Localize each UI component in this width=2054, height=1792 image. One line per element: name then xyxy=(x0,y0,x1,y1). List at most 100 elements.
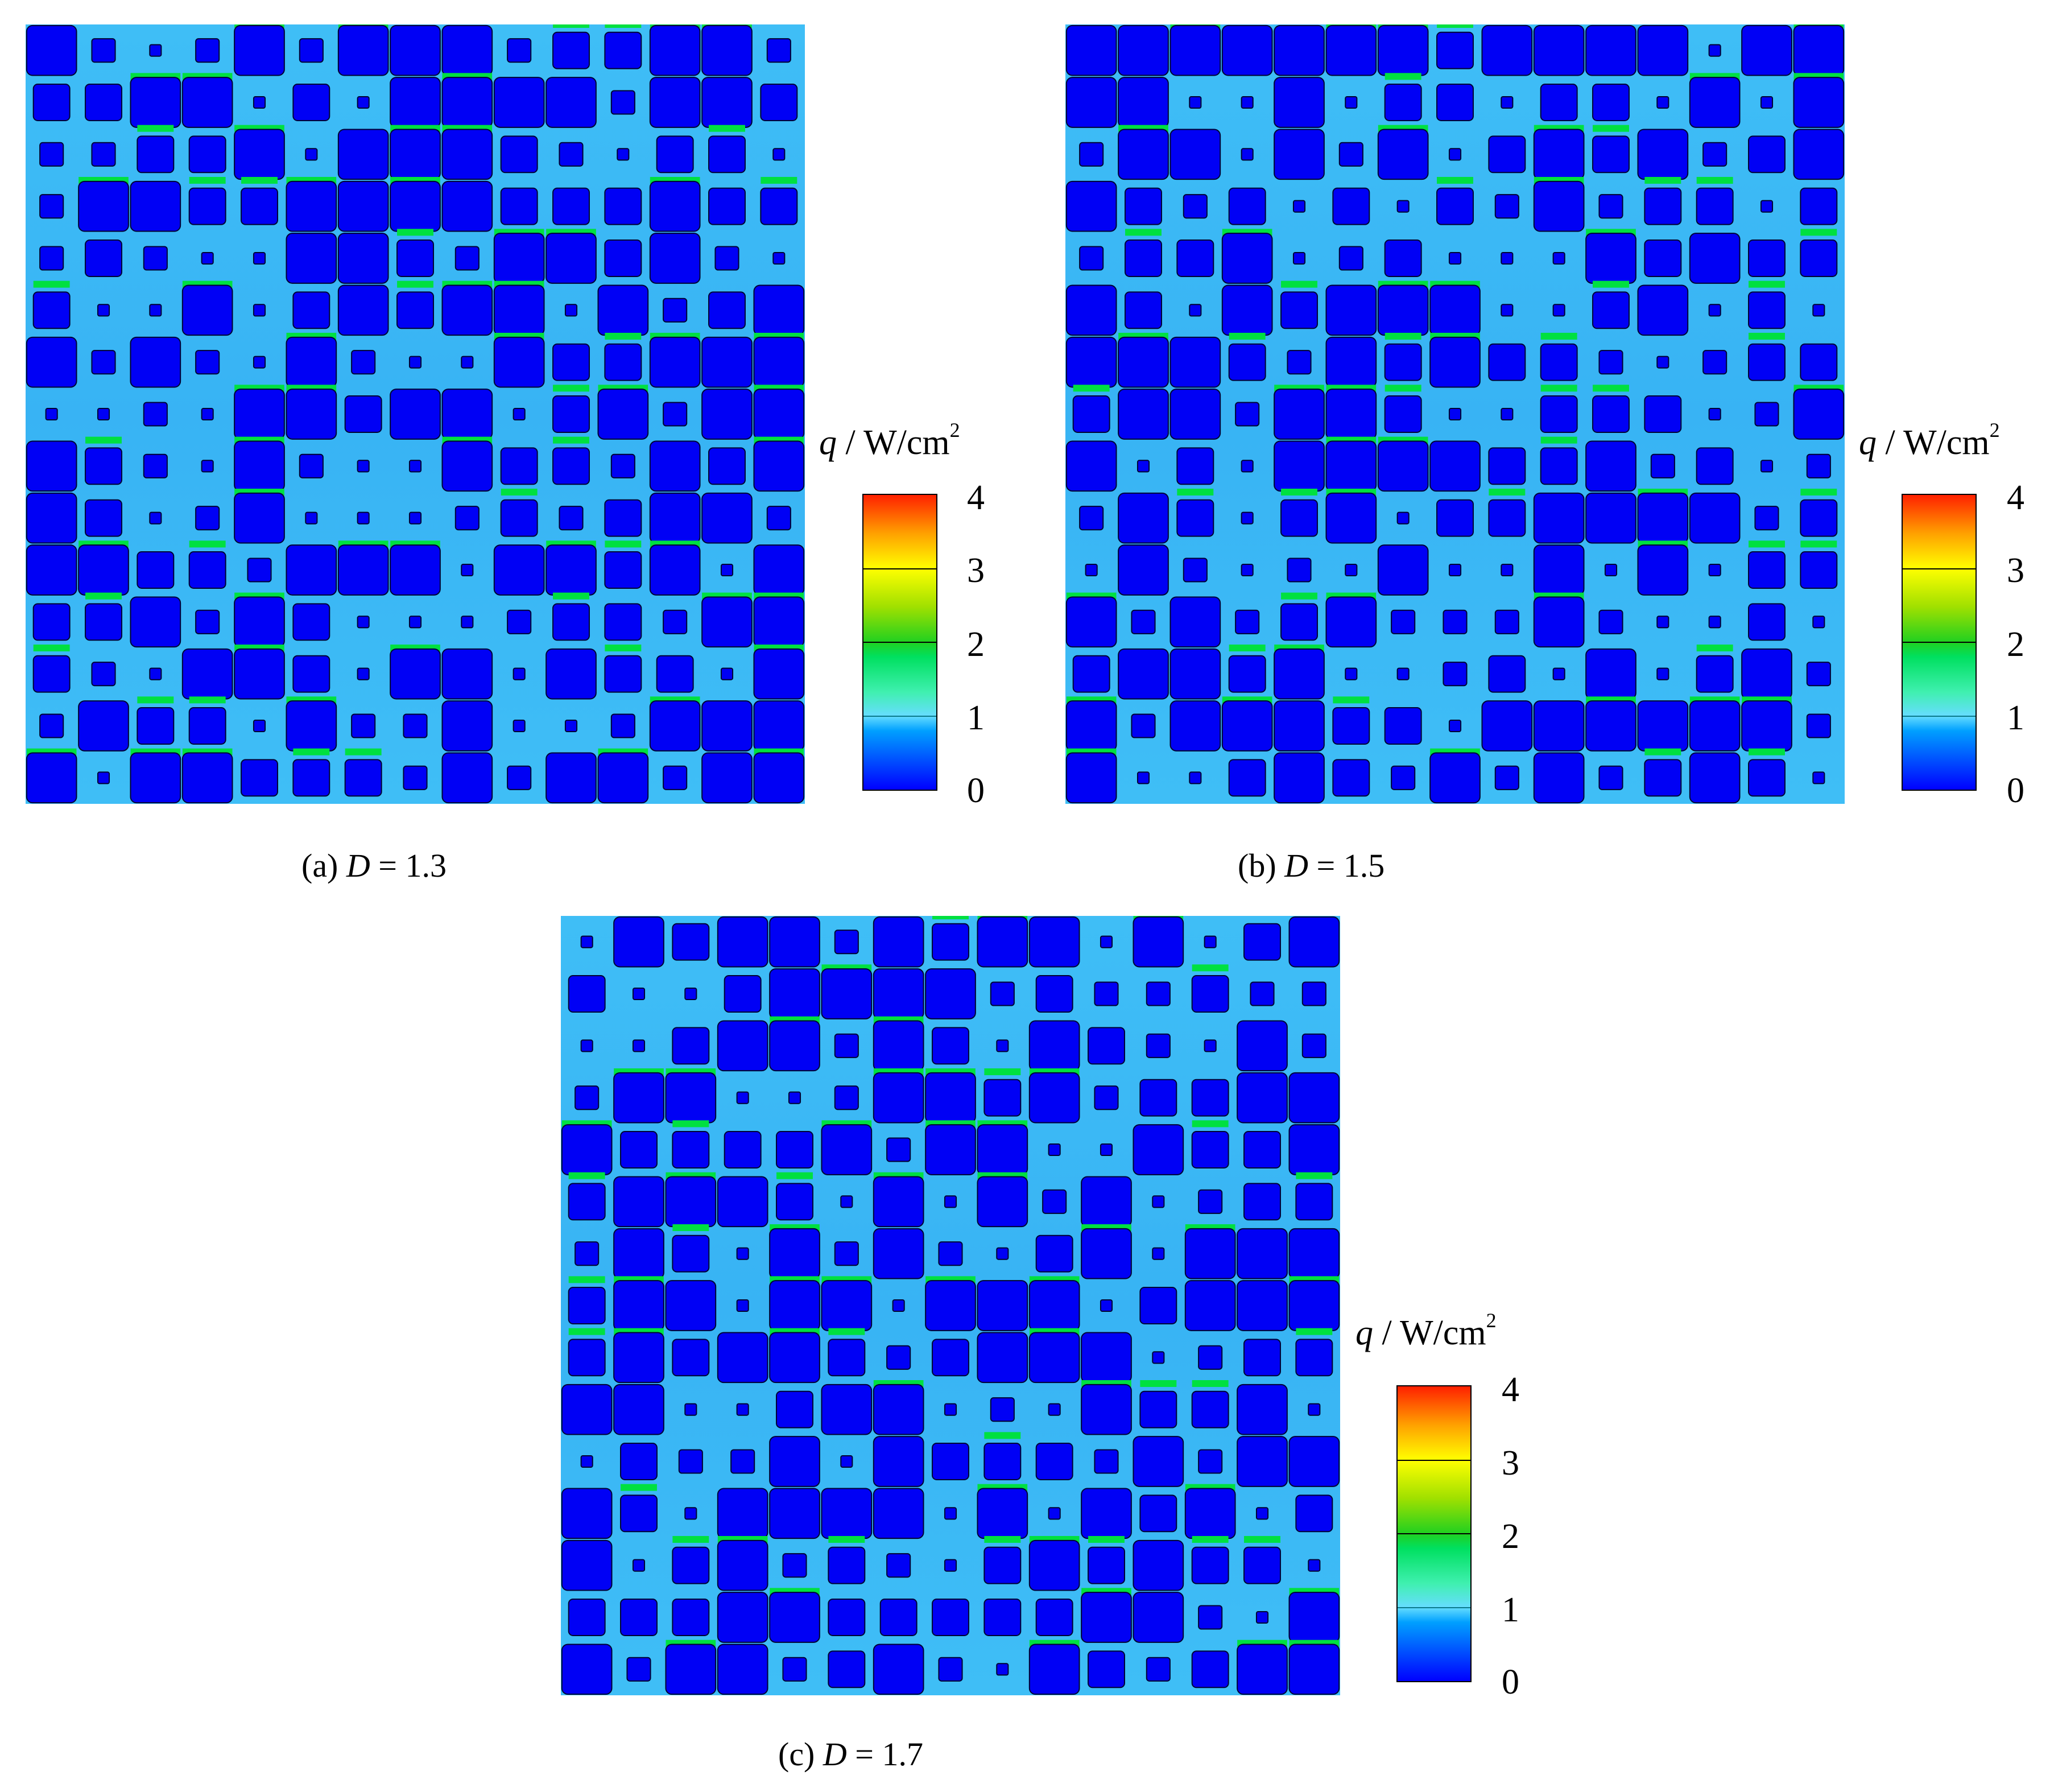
cooling-block xyxy=(944,1559,957,1572)
cooling-block xyxy=(1198,1605,1223,1630)
high-flux-band xyxy=(189,177,226,184)
cooling-block xyxy=(461,616,474,629)
cooling-block xyxy=(403,713,428,738)
cooling-block xyxy=(1533,544,1585,596)
cooling-block xyxy=(292,84,330,121)
cooling-block xyxy=(983,1599,1022,1636)
cooling-block xyxy=(672,1599,710,1636)
cooling-block xyxy=(604,240,642,277)
cooling-block xyxy=(130,336,181,388)
cooling-block xyxy=(1204,1039,1217,1052)
cooling-block xyxy=(552,603,590,641)
cooling-block xyxy=(1079,506,1104,531)
cooling-block xyxy=(1146,1657,1171,1682)
colorbar-unit-sup-b: 2 xyxy=(1989,419,2000,441)
high-flux-band xyxy=(1333,696,1370,704)
cooling-block xyxy=(85,240,122,277)
high-flux-band xyxy=(1385,73,1421,80)
cooling-block xyxy=(736,1247,749,1260)
high-flux-band xyxy=(1229,645,1266,651)
cooling-block xyxy=(299,38,324,63)
cooling-block xyxy=(1100,1299,1113,1312)
cooling-block xyxy=(97,304,110,317)
cooling-block xyxy=(873,1228,924,1279)
cooling-block xyxy=(1176,240,1214,277)
cooling-block xyxy=(1384,240,1422,277)
cooling-block xyxy=(1183,558,1208,583)
cooling-block xyxy=(1741,648,1792,700)
colorbar-symbol-c: q xyxy=(1355,1314,1373,1352)
cooling-block xyxy=(828,1546,866,1584)
cooling-block xyxy=(1255,1507,1269,1520)
cooling-block xyxy=(1169,648,1221,700)
cooling-block xyxy=(613,1280,664,1331)
cooling-block xyxy=(879,1599,918,1636)
cooling-block xyxy=(493,336,545,388)
cooling-block xyxy=(1592,395,1630,433)
cooling-block xyxy=(613,916,664,968)
cooling-block xyxy=(568,1287,606,1324)
cooling-block xyxy=(1501,251,1514,265)
colorbar-symbol-b: q xyxy=(1859,423,1877,462)
cooling-block xyxy=(649,440,701,492)
cooling-block xyxy=(1274,389,1325,440)
cooling-block xyxy=(656,135,694,174)
cooling-block xyxy=(834,1241,859,1266)
colorbar-unit-a: / W/cm xyxy=(845,423,950,462)
cooling-block xyxy=(454,506,480,531)
cooling-block xyxy=(91,350,116,375)
cooling-block xyxy=(357,96,370,109)
cooling-block xyxy=(1448,251,1462,265)
cooling-block xyxy=(32,655,71,693)
cooling-block xyxy=(580,1455,593,1468)
cooling-block xyxy=(925,1072,976,1124)
cooling-block xyxy=(834,1033,859,1058)
cooling-block xyxy=(286,233,337,284)
cooling-block xyxy=(1139,1390,1177,1428)
high-flux-band xyxy=(1088,1536,1125,1543)
cooling-block xyxy=(201,251,214,265)
high-flux-band xyxy=(1540,385,1577,392)
cooling-block xyxy=(286,180,337,232)
cooling-block xyxy=(1585,233,1636,284)
cooling-block xyxy=(1228,343,1266,381)
cooling-block xyxy=(672,1027,710,1065)
colorbar-tick-2-b: 2 xyxy=(2007,625,2024,664)
cooling-block xyxy=(1448,719,1462,733)
cooling-block xyxy=(720,667,734,680)
high-flux-band xyxy=(1192,964,1229,972)
cooling-block xyxy=(26,492,77,544)
colorbar-tick-3-c: 3 xyxy=(1502,1444,1519,1483)
cooling-block xyxy=(1288,1124,1340,1175)
cooling-block xyxy=(736,1091,749,1104)
cooling-block xyxy=(1533,752,1585,804)
cooling-block xyxy=(1793,77,1845,128)
cooling-block xyxy=(441,648,493,700)
cooling-block xyxy=(253,356,266,369)
cooling-block xyxy=(97,407,110,421)
cooling-block xyxy=(1800,499,1838,537)
cooling-block xyxy=(701,752,753,804)
cooling-block xyxy=(1696,447,1734,485)
cooling-block xyxy=(701,24,753,76)
cooling-block xyxy=(1488,655,1526,693)
cooling-block xyxy=(1637,24,1689,76)
cooling-block xyxy=(1189,304,1202,317)
cooling-block xyxy=(1198,1345,1223,1370)
high-flux-band xyxy=(293,748,330,755)
cooling-block xyxy=(1241,460,1254,473)
cooling-block xyxy=(1689,233,1741,284)
cooling-block xyxy=(1391,609,1416,634)
flux-field-svg xyxy=(1065,24,1845,804)
high-flux-band xyxy=(621,1484,657,1491)
cooling-block xyxy=(1806,713,1831,738)
cooling-block xyxy=(149,511,162,525)
cooling-block xyxy=(292,759,330,797)
cooling-block xyxy=(1501,304,1514,317)
cooling-block xyxy=(507,38,532,63)
cooling-block xyxy=(1585,700,1636,752)
cooling-block xyxy=(500,447,538,485)
cooling-block xyxy=(1118,544,1169,596)
cooling-block xyxy=(1288,1436,1340,1487)
cooling-block xyxy=(1533,492,1585,544)
